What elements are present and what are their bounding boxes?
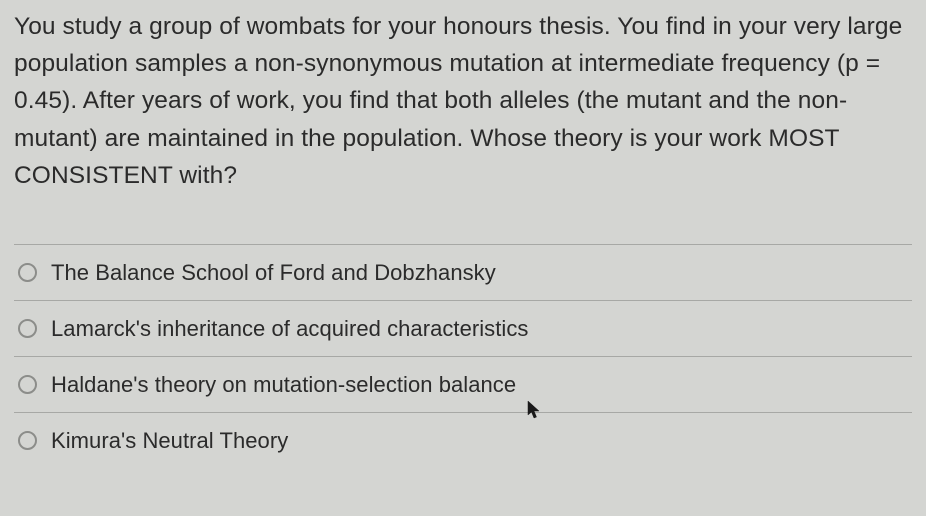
option-label: Haldane's theory on mutation-selection b… xyxy=(51,372,516,398)
option-label: Kimura's Neutral Theory xyxy=(51,428,288,454)
option-row[interactable]: Haldane's theory on mutation-selection b… xyxy=(14,356,912,412)
option-row[interactable]: Kimura's Neutral Theory xyxy=(14,412,912,468)
radio-icon[interactable] xyxy=(18,319,37,338)
radio-icon[interactable] xyxy=(18,375,37,394)
option-row[interactable]: Lamarck's inheritance of acquired charac… xyxy=(14,300,912,356)
option-label: The Balance School of Ford and Dobzhansk… xyxy=(51,260,496,286)
options-list: The Balance School of Ford and Dobzhansk… xyxy=(14,244,912,468)
option-row[interactable]: The Balance School of Ford and Dobzhansk… xyxy=(14,244,912,300)
radio-icon[interactable] xyxy=(18,263,37,282)
radio-icon[interactable] xyxy=(18,431,37,450)
option-label: Lamarck's inheritance of acquired charac… xyxy=(51,316,528,342)
question-text: You study a group of wombats for your ho… xyxy=(14,8,912,194)
